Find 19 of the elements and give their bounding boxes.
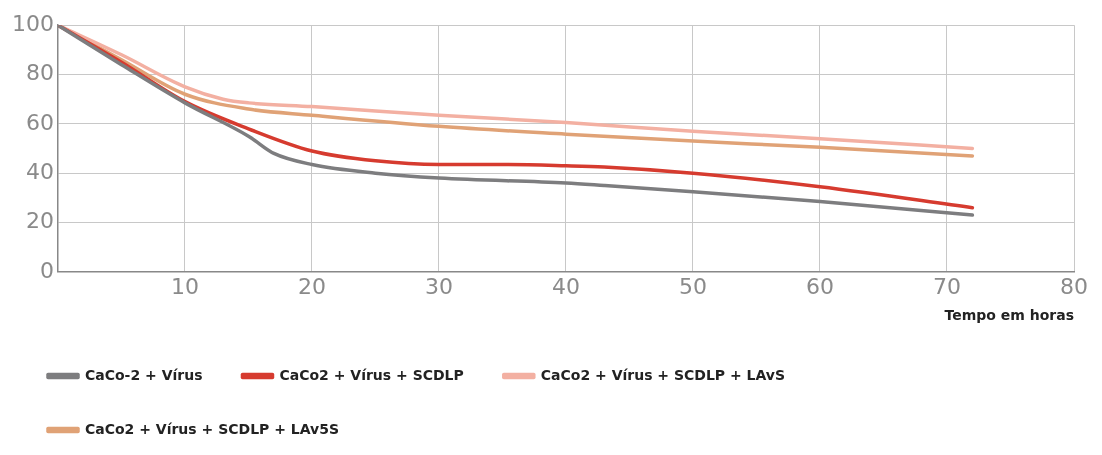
y-tick-label: 40 <box>25 158 54 184</box>
y-tick-label: 80 <box>25 60 54 86</box>
x-tick-label: 10 <box>170 273 199 299</box>
x-tick-label: 40 <box>552 273 580 299</box>
legend-label: CaCo-2 + Vírus <box>85 366 203 383</box>
y-tick-label: 20 <box>25 208 54 234</box>
legend-label: CaCo2 + Vírus + SCDLP + LAvS <box>540 366 786 383</box>
y-tick-label: 0 <box>39 257 54 283</box>
x-tick-label: 70 <box>933 273 961 299</box>
x-tick-label: 60 <box>806 273 834 299</box>
y-tick-label: 60 <box>25 109 54 135</box>
x-axis-title: Tempo em horas <box>944 307 1074 324</box>
x-tick-label: 20 <box>297 273 326 299</box>
legend-label: CaCo2 + Vírus + SCDLP + LAv5S <box>85 420 339 437</box>
x-tick-label: 30 <box>424 273 453 299</box>
y-tick-label: 100 <box>11 10 54 36</box>
x-tick-label: 80 <box>1060 273 1088 299</box>
legend-label: CaCo2 + Vírus + SCDLP <box>279 366 464 383</box>
x-tick-label: 50 <box>679 273 707 299</box>
